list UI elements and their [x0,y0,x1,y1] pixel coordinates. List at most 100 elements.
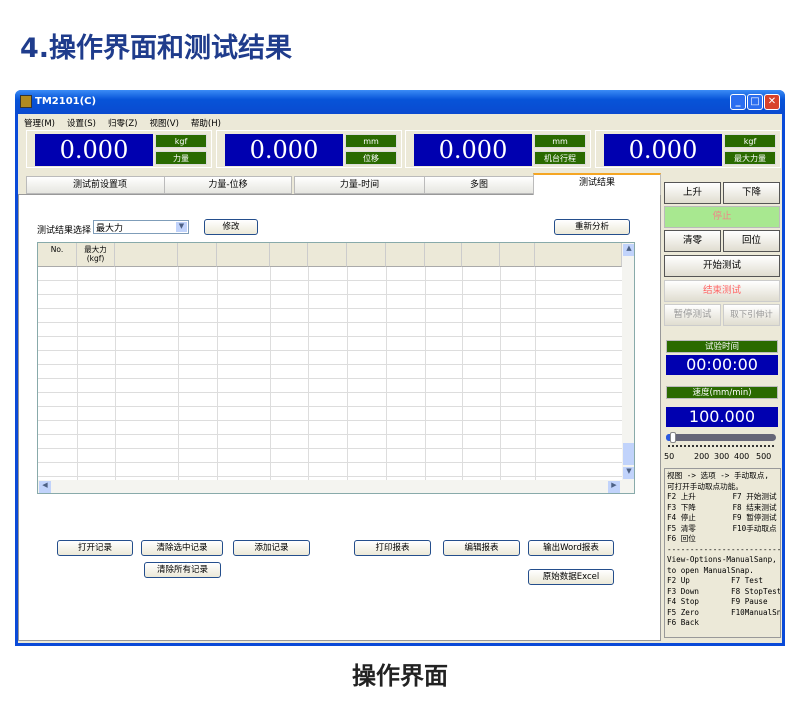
speed-tick-labels: 50 200 300 400 500 [662,452,782,462]
menu-view[interactable]: 视图(V) [149,119,179,129]
readout-value: 0.000 [35,134,153,166]
speed-ticks [668,445,774,449]
table-row[interactable] [38,463,622,477]
table-row[interactable] [38,337,622,351]
column-header[interactable] [217,243,270,267]
table-row[interactable] [38,365,622,379]
reanalyze-button[interactable]: 重新分析 [554,219,630,235]
result-select-value: 最大力 [96,224,124,234]
readout-value: 0.000 [414,134,532,166]
tab-3[interactable]: 多图 [424,176,534,194]
up-button[interactable]: 上升 [664,182,721,204]
speed-tick-label: 50 [664,452,675,461]
readout-label: 机台行程 [534,151,586,165]
export-word-button[interactable]: 输出Word报表 [528,540,614,556]
minimize-button[interactable]: _ [730,94,746,110]
menu-manage[interactable]: 管理(M) [24,119,55,129]
speed-slider[interactable] [666,432,776,443]
table-row[interactable] [38,421,622,435]
column-header[interactable] [115,243,178,267]
column-header[interactable] [535,243,622,267]
clear-all-button[interactable]: 清除所有记录 [144,562,221,578]
column-header[interactable] [347,243,386,267]
down-button[interactable]: 下降 [723,182,780,204]
column-header[interactable] [425,243,462,267]
table-row[interactable] [38,281,622,295]
scroll-right-icon[interactable]: ▶ [608,481,620,493]
remove-extensometer-button[interactable]: 取下引伸计 [723,304,780,326]
export-excel-button[interactable]: 原始数据Excel [528,569,614,585]
end-test-button[interactable]: 结束测试 [664,280,780,302]
menu-settings[interactable]: 设置(S) [66,119,96,129]
scroll-up-icon[interactable]: ▲ [623,244,634,256]
readout-unit: kgf [155,134,207,148]
modify-button[interactable]: 修改 [204,219,258,235]
menu-zero[interactable]: 归零(Z) [108,119,138,129]
readout-0: 0.000 kgf 力量 [26,130,212,168]
maximize-button[interactable]: □ [747,94,763,110]
menu-bar: 管理(M) 设置(S) 归零(Z) 视图(V) 帮助(H) [24,117,233,129]
tab-4[interactable]: 测试结果 [533,173,661,195]
speed-slider-thumb[interactable] [669,432,676,443]
column-header[interactable] [500,243,535,267]
tab-1[interactable]: 力量-位移 [164,176,292,194]
table-row[interactable] [38,449,622,463]
column-header[interactable] [308,243,347,267]
readout-value: 0.000 [604,134,722,166]
speed-slider-fill [666,434,672,441]
speed-tick-label: 400 [734,452,750,461]
clear-selected-button[interactable]: 清除选中记录 [141,540,223,556]
start-test-button[interactable]: 开始测试 [664,255,780,277]
column-header[interactable]: No. [38,243,77,267]
close-button[interactable]: ✕ [764,94,780,110]
vertical-scrollbar[interactable]: ▲ ▼ [622,243,634,480]
speed-label: 速度(mm/min) [666,386,778,399]
horizontal-scrollbar[interactable]: ◀ ▶ [38,480,634,493]
open-record-button[interactable]: 打开记录 [57,540,133,556]
table-row[interactable] [38,295,622,309]
column-header[interactable] [270,243,308,267]
edit-report-button[interactable]: 编辑报表 [443,540,520,556]
table-row[interactable] [38,379,622,393]
add-record-button[interactable]: 添加记录 [233,540,310,556]
table-row[interactable] [38,435,622,449]
result-select-label: 测试结果选择 [37,226,92,236]
app-window: TM2101(C) _ □ ✕ 管理(M) 设置(S) 归零(Z) 视图(V) 帮助(H… [15,90,785,646]
readout-unit: mm [345,134,397,148]
column-header[interactable]: 最大力 (kgf) [77,243,115,267]
table-row[interactable] [38,309,622,323]
table-row[interactable] [38,267,622,281]
scroll-left-icon[interactable]: ◀ [39,481,51,493]
image-caption: 操作界面 [352,662,448,690]
zero-button[interactable]: 清零 [664,230,721,252]
page-heading: 4.操作界面和测试结果 [20,33,293,64]
readout-label: 力量 [155,151,207,165]
result-select-dropdown[interactable]: 最大力 ▼ [93,220,189,234]
scroll-down-icon[interactable]: ▼ [623,467,634,479]
test-time-value: 00:00:00 [666,355,778,375]
app-icon [20,95,32,108]
speed-tick-label: 500 [756,452,772,461]
pause-test-button[interactable]: 暂停测试 [664,304,721,326]
table-row[interactable] [38,351,622,365]
menu-help[interactable]: 帮助(H) [190,119,221,129]
stop-button[interactable]: 停止 [664,206,780,228]
readout-unit: kgf [724,134,776,148]
scroll-thumb[interactable] [623,443,634,465]
table-row[interactable] [38,323,622,337]
tab-2[interactable]: 力量-时间 [294,176,425,194]
table-row[interactable] [38,393,622,407]
control-panel: 上升 下降 停止 清零 回位 开始测试 结束测试 暂停测试 取下引伸计 试验时间… [662,176,782,641]
back-button[interactable]: 回位 [723,230,780,252]
print-report-button[interactable]: 打印报表 [354,540,431,556]
chevron-down-icon[interactable]: ▼ [176,222,187,232]
column-header[interactable] [386,243,425,267]
test-results-panel: 测试结果选择 最大力 ▼ 修改 重新分析 No. 最大力 (kgf) ▲ ▼ ◀ … [18,194,661,641]
readout-label: 位移 [345,151,397,165]
column-header[interactable] [178,243,217,267]
column-header[interactable] [462,243,500,267]
results-table: No. 最大力 (kgf) ▲ ▼ ◀ ▶ [37,242,635,494]
tab-0[interactable]: 测试前设置项 [26,176,174,194]
table-row[interactable] [38,407,622,421]
readout-2: 0.000 mm 机台行程 [405,130,591,168]
